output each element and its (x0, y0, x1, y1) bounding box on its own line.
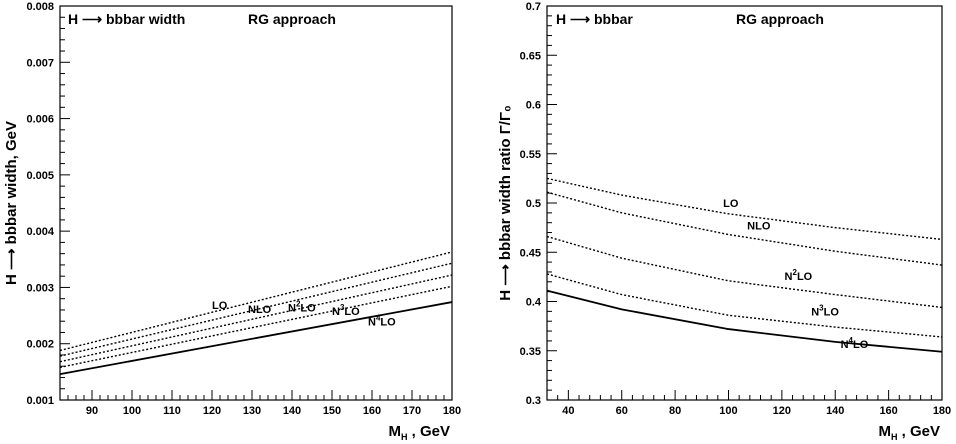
x-tick-label: 180 (443, 405, 461, 417)
chart-panel-2: 40 60 80 100 120 140 160 180 0.3 0.35 0.4 0.45 0.5 0.… (497, 1, 951, 442)
y-tick-label: 0.55 (520, 149, 541, 161)
label-part: N (332, 306, 340, 318)
plot-annotation: RG approach (248, 11, 336, 27)
series-label-lo: LO (723, 198, 739, 210)
label-part: NLO (747, 221, 771, 233)
x-tick-label: 140 (826, 405, 844, 417)
label-part: LO (380, 317, 396, 329)
label-part: LO (824, 306, 840, 318)
x-tick-label: 110 (163, 405, 181, 417)
series-line-n2lo (59, 274, 453, 363)
x-tick-label: 120 (773, 405, 791, 417)
series-label-nlo: NLO (747, 221, 771, 233)
plot-annotation: H ⟶ bbbar width (68, 11, 185, 27)
y-tick-label: 0.006 (26, 114, 54, 126)
series-label-n2lo: N2LO (785, 268, 813, 283)
label-part: 4 (849, 336, 854, 345)
y-tick-label: 0.002 (26, 339, 54, 351)
label-part: 3 (819, 303, 824, 312)
x-tick-label: 90 (86, 405, 98, 417)
y-tick-label: 0.5 (526, 198, 541, 210)
plot-frame (59, 5, 453, 401)
x-tick-label: 160 (363, 405, 381, 417)
label-part: LO (212, 300, 228, 312)
x-tick-label: 120 (203, 405, 221, 417)
y-tick-label: 0.45 (520, 247, 541, 259)
series-label-n2lo: N2LO (288, 300, 316, 315)
x-axis-label: MH , GeV (388, 423, 450, 442)
series-label-n4lo: N4LO (368, 314, 396, 329)
label-part: LO (723, 198, 739, 210)
x-tick-label: 80 (669, 405, 681, 417)
x-tick-label: 180 (933, 405, 951, 417)
y-tick-label: 0.3 (526, 395, 541, 407)
series-line-n3lo (59, 285, 453, 369)
series-line-lo (59, 251, 453, 352)
x-axis-label: MH , GeV (878, 423, 940, 442)
label-part: LO (344, 306, 360, 318)
y-tick-label: 0.005 (26, 170, 54, 182)
label-part: 2 (296, 300, 301, 309)
chart-panel-1: 90 100 110 120 130 140 150 160 170 180 0.001 0.002 0… (3, 1, 461, 442)
plot-annotation: H ⟶ bbbar (556, 11, 633, 27)
y-tick-label: 0.007 (26, 57, 54, 69)
label-part: 2 (792, 268, 797, 277)
x-tick-label: 100 (719, 405, 737, 417)
series-line-n4lo (59, 301, 453, 375)
label-part: N (368, 317, 376, 329)
y-tick-label: 0.004 (26, 226, 54, 238)
plot-annotation: RG approach (736, 11, 824, 27)
y-tick-label: 0.4 (526, 297, 542, 309)
plot-frame (546, 5, 943, 401)
y-tick-label: 0.65 (520, 50, 541, 62)
label-part: N (841, 339, 849, 351)
label-part: LO (300, 303, 316, 315)
series-line-lo (546, 177, 943, 241)
y-tick-label: 0.001 (26, 395, 54, 407)
x-tick-label: 170 (403, 405, 421, 417)
label-part: N (785, 271, 793, 283)
series-line-n3lo (546, 273, 943, 338)
y-axis-label: H ⟶ bbbar width ratio Γ/Γ₀ (497, 105, 514, 300)
label-part: 4 (376, 314, 381, 323)
series-label-lo: LO (212, 300, 228, 312)
series-label-nlo: NLO (248, 304, 272, 316)
y-tick-label: 0.008 (26, 1, 54, 13)
series-label-n4lo: N4LO (841, 336, 869, 351)
label-part: N (811, 306, 819, 318)
series-label-n3lo: N3LO (332, 303, 360, 318)
x-tick-label: 140 (283, 405, 301, 417)
label-part: LO (853, 339, 869, 351)
x-tick-label: 40 (562, 405, 574, 417)
y-tick-label: 0.35 (520, 346, 541, 358)
y-axis-label: H ⟶ bbbar width, GeV (3, 121, 20, 285)
label-part: NLO (248, 304, 272, 316)
x-tick-label: 130 (243, 405, 261, 417)
y-tick-label: 0.6 (526, 100, 541, 112)
label-part: 3 (340, 303, 345, 312)
series-line-n2lo (546, 235, 943, 309)
x-tick-label: 150 (323, 405, 341, 417)
series-line-nlo (59, 262, 453, 357)
y-tick-label: 0.7 (526, 1, 541, 13)
series-label-n3lo: N3LO (811, 303, 839, 318)
series-line-n4lo (546, 289, 943, 353)
label-part: N (288, 303, 296, 315)
x-tick-label: 100 (123, 405, 141, 417)
label-part: LO (797, 271, 813, 283)
x-tick-label: 160 (879, 405, 897, 417)
y-tick-label: 0.003 (26, 282, 54, 294)
x-tick-label: 60 (616, 405, 628, 417)
